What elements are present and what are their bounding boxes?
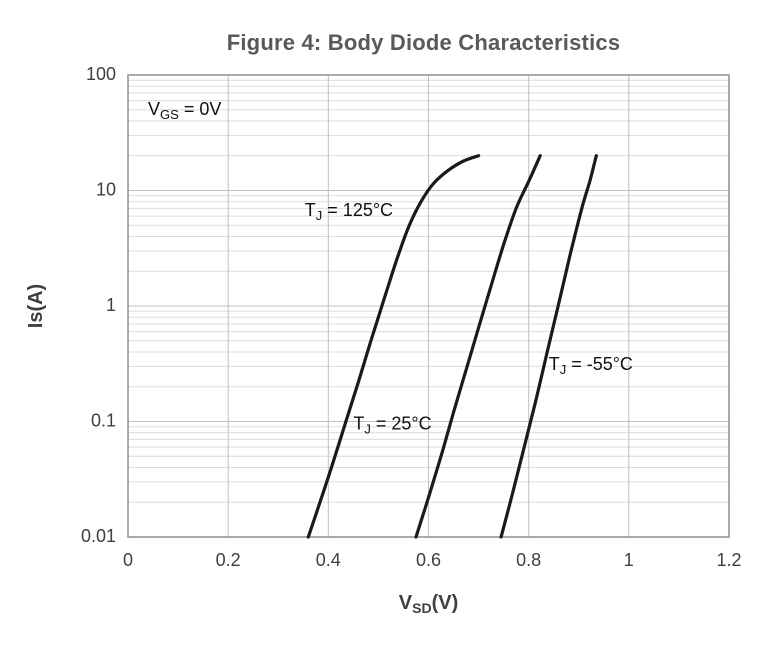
annotation-tj-minus55-label: TJ = -55°C	[549, 354, 633, 377]
chart-title: Figure 4: Body Diode Characteristics	[226, 30, 621, 55]
svg-text:0.1: 0.1	[91, 410, 116, 430]
annotation-vgs-note: VGS = 0V	[148, 99, 221, 122]
curve-series-2	[499, 154, 598, 539]
svg-text:1.2: 1.2	[716, 550, 741, 570]
svg-text:0: 0	[123, 550, 133, 570]
svg-text:0.4: 0.4	[316, 550, 341, 570]
y-axis-tick-labels: 100 10 1 0.1 0.01	[81, 64, 116, 546]
curve-series-0	[306, 154, 481, 539]
plot-border	[127, 74, 730, 538]
annotation-tj-25-label: TJ = 25°C	[353, 414, 431, 437]
svg-text:0.2: 0.2	[216, 550, 241, 570]
svg-text:1: 1	[624, 550, 634, 570]
x-axis-title: VSD(V)	[399, 592, 458, 616]
svg-text:100: 100	[86, 64, 116, 84]
annotation-tj-125-label: TJ = 125°C	[305, 200, 393, 223]
svg-text:0.6: 0.6	[416, 550, 441, 570]
svg-text:0.01: 0.01	[81, 526, 116, 546]
svg-text:10: 10	[96, 179, 116, 199]
curve-series-1	[414, 154, 542, 539]
svg-text:1: 1	[106, 295, 116, 315]
svg-text:0.8: 0.8	[516, 550, 541, 570]
y-axis-title: Is(A)	[25, 284, 47, 328]
x-axis-tick-labels: 0 0.2 0.4 0.6 0.8 1 1.2	[123, 550, 742, 570]
